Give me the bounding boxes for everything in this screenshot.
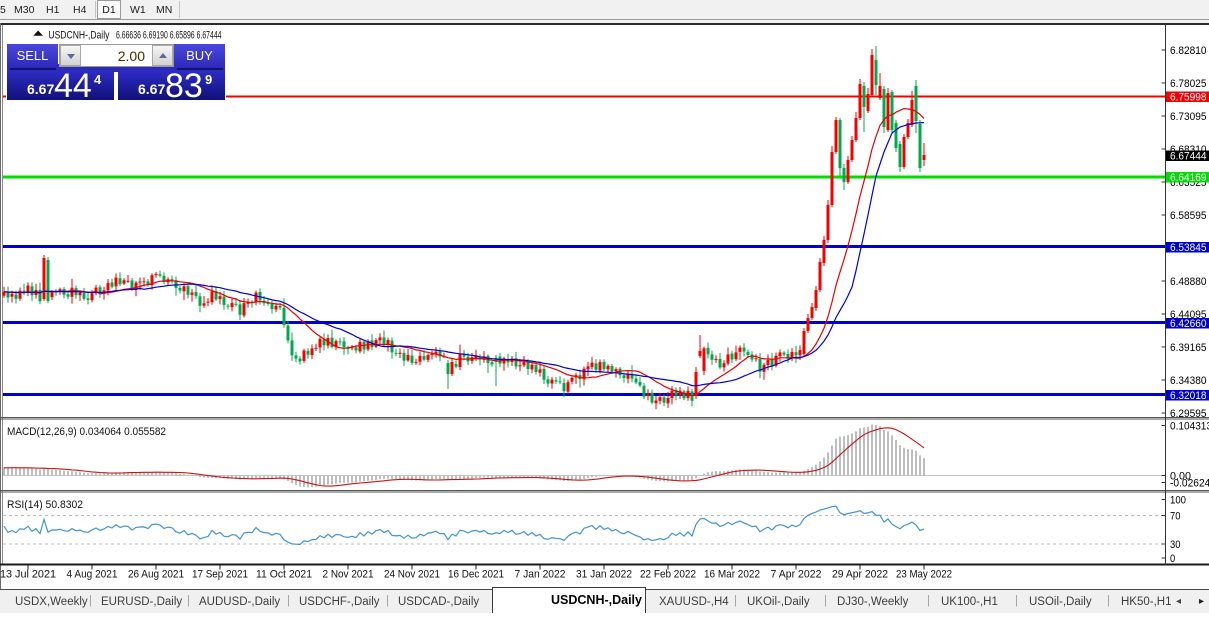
svg-text:6.73095: 6.73095 bbox=[1170, 111, 1207, 123]
svg-text:17 Sep 2021: 17 Sep 2021 bbox=[192, 569, 248, 581]
svg-text:13 Jul 2021: 13 Jul 2021 bbox=[0, 569, 56, 581]
svg-text:6.53845: 6.53845 bbox=[1170, 242, 1207, 254]
svg-text:22 Feb 2022: 22 Feb 2022 bbox=[640, 569, 696, 581]
svg-text:6.64169: 6.64169 bbox=[1170, 172, 1207, 184]
svg-text:4 Aug 2021: 4 Aug 2021 bbox=[67, 569, 118, 581]
svg-text:6.58595: 6.58595 bbox=[1170, 210, 1207, 222]
svg-text:USDCNH-,Daily: USDCNH-,Daily bbox=[48, 30, 109, 42]
svg-text:16 Dec 2021: 16 Dec 2021 bbox=[448, 569, 504, 581]
svg-text:70: 70 bbox=[1170, 511, 1181, 523]
svg-text:6.29595: 6.29595 bbox=[1170, 408, 1207, 420]
svg-text:11 Oct 2021: 11 Oct 2021 bbox=[256, 569, 312, 581]
svg-text:30: 30 bbox=[1170, 539, 1181, 551]
svg-text:7 Jan 2022: 7 Jan 2022 bbox=[515, 569, 566, 581]
svg-text:31 Jan 2022: 31 Jan 2022 bbox=[576, 569, 632, 581]
svg-text:100: 100 bbox=[1170, 495, 1186, 507]
svg-text:6.82810: 6.82810 bbox=[1170, 45, 1207, 57]
svg-text:-0.026245: -0.026245 bbox=[1170, 478, 1209, 490]
svg-text:16 Mar 2022: 16 Mar 2022 bbox=[704, 569, 760, 581]
svg-text:6.39165: 6.39165 bbox=[1170, 342, 1207, 354]
svg-text:0: 0 bbox=[1170, 553, 1175, 565]
svg-text:24 Nov 2021: 24 Nov 2021 bbox=[384, 569, 440, 581]
svg-text:6.34380: 6.34380 bbox=[1170, 375, 1207, 387]
svg-text:6.78025: 6.78025 bbox=[1170, 78, 1207, 90]
svg-text:6.67444: 6.67444 bbox=[1170, 151, 1207, 163]
svg-text:7 Apr 2022: 7 Apr 2022 bbox=[771, 569, 822, 581]
svg-text:6.66636 6.69190 6.65896 6.6744: 6.66636 6.69190 6.65896 6.67444 bbox=[116, 30, 222, 42]
svg-text:2 Nov 2021: 2 Nov 2021 bbox=[323, 569, 374, 581]
svg-text:0.104313: 0.104313 bbox=[1170, 421, 1209, 433]
svg-text:29 Apr 2022: 29 Apr 2022 bbox=[832, 569, 888, 581]
svg-text:6.32018: 6.32018 bbox=[1170, 390, 1207, 402]
svg-text:6.75998: 6.75998 bbox=[1170, 92, 1207, 104]
svg-text:26 Aug 2021: 26 Aug 2021 bbox=[128, 569, 184, 581]
svg-text:0.00: 0.00 bbox=[1170, 471, 1191, 483]
svg-text:6.42660: 6.42660 bbox=[1170, 318, 1207, 330]
svg-text:6.48880: 6.48880 bbox=[1170, 276, 1207, 288]
svg-text:RSI(14) 50.8302: RSI(14) 50.8302 bbox=[7, 499, 83, 511]
svg-text:MACD(12,26,9) 0.034064 0.05558: MACD(12,26,9) 0.034064 0.055582 bbox=[7, 426, 166, 438]
svg-text:23 May 2022: 23 May 2022 bbox=[896, 569, 952, 581]
